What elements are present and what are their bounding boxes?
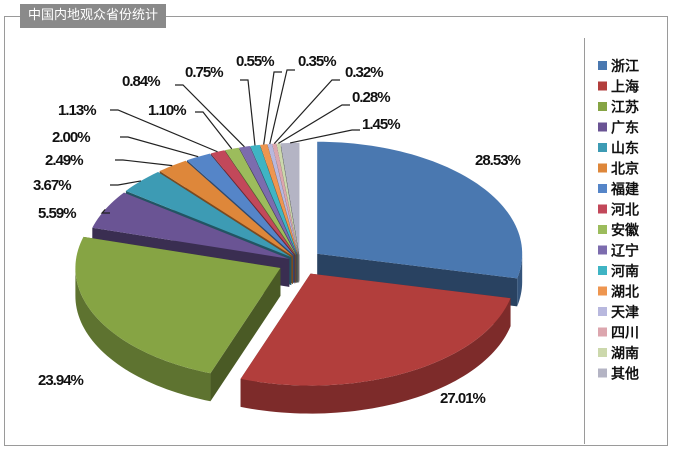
legend-swatch	[598, 266, 607, 275]
legend-item: 广东	[611, 120, 639, 137]
data-label: 2.00%	[52, 129, 90, 146]
chart-frame	[4, 16, 668, 446]
data-label: 27.01%	[440, 390, 486, 407]
legend-item: 北京	[611, 161, 639, 178]
legend-swatch	[598, 184, 607, 193]
leader-line	[269, 69, 295, 145]
leader-line	[240, 79, 256, 146]
leader-line	[175, 84, 245, 148]
data-label: 1.10%	[148, 102, 186, 119]
leader-line	[263, 71, 282, 145]
slice-top	[280, 142, 300, 255]
legend-swatch	[598, 204, 607, 214]
legend-swatch	[598, 163, 607, 173]
data-label: 0.84%	[122, 73, 160, 90]
legend-swatch	[598, 348, 607, 357]
slice-top	[92, 192, 290, 259]
slice-top	[210, 150, 296, 256]
pie-slice-上海	[240, 273, 511, 414]
legend-item: 辽宁	[611, 243, 639, 260]
leader-line	[110, 180, 142, 186]
data-label: 2.49%	[45, 152, 83, 169]
legend-item: 四川	[611, 326, 639, 342]
slice-side-wall	[210, 267, 281, 402]
legend-swatch	[598, 245, 607, 255]
legend-swatch	[598, 368, 607, 378]
frame-divider	[584, 38, 585, 444]
slice-top	[276, 143, 299, 255]
slice-outer-wall	[240, 298, 511, 414]
slice-top	[317, 141, 523, 279]
legend-item: 山东	[611, 140, 639, 157]
data-label: 23.94%	[38, 372, 84, 389]
data-label: 0.32%	[345, 64, 383, 81]
legend-swatch	[598, 327, 607, 337]
slice-top	[75, 236, 281, 374]
data-label: 0.28%	[352, 89, 390, 106]
legend-item: 湖北	[611, 285, 639, 301]
legend-item: 河北	[611, 202, 639, 219]
legend-item: 其他	[611, 366, 639, 383]
legend-swatch	[598, 286, 607, 296]
slice-top	[260, 144, 298, 255]
slice-top	[267, 143, 299, 255]
legend-swatch	[598, 81, 607, 91]
leader-line	[278, 104, 350, 144]
slice-top	[125, 171, 292, 258]
legend-item: 上海	[611, 79, 639, 96]
slice-top	[250, 144, 298, 255]
leader-line	[110, 109, 218, 153]
legend-swatch	[598, 122, 607, 132]
data-label: 28.53%	[475, 152, 521, 169]
data-label: 0.75%	[185, 64, 223, 81]
legend-swatch	[598, 102, 607, 111]
legend-item: 河南	[611, 263, 639, 280]
slice-top	[240, 273, 511, 386]
leader-line	[120, 136, 199, 158]
legend-item: 天津	[611, 304, 639, 321]
leader-line	[100, 208, 110, 214]
slice-top	[272, 143, 299, 255]
slice-outer-wall	[75, 267, 211, 402]
slice-top	[239, 146, 297, 256]
legend-item: 湖南	[611, 345, 639, 362]
data-label: 0.35%	[298, 53, 336, 70]
leader-line	[289, 129, 360, 144]
slice-top	[225, 147, 297, 256]
data-label: 5.59%	[38, 205, 76, 222]
legend-item: 福建	[610, 181, 639, 198]
legend-item: 浙江	[611, 58, 639, 75]
slice-top	[159, 160, 293, 257]
leader-line	[195, 111, 233, 150]
slice-top	[187, 153, 295, 256]
data-label: 1.45%	[362, 116, 400, 133]
legend-item: 江苏	[611, 99, 639, 116]
pie-slice-江苏	[75, 236, 281, 402]
legend-swatch	[598, 143, 607, 152]
leader-line	[115, 159, 173, 167]
legend-swatch	[598, 61, 607, 70]
legend-swatch	[598, 225, 607, 234]
chart-title: 中国内地观众省份统计	[20, 4, 167, 28]
data-label: 3.67%	[33, 177, 71, 194]
leader-line	[273, 79, 340, 145]
legend-swatch	[598, 307, 607, 316]
data-label: 0.55%	[236, 53, 274, 70]
data-label: 1.13%	[58, 102, 96, 119]
legend-item: 安徽	[611, 222, 640, 239]
slice-outer-wall	[517, 254, 523, 307]
